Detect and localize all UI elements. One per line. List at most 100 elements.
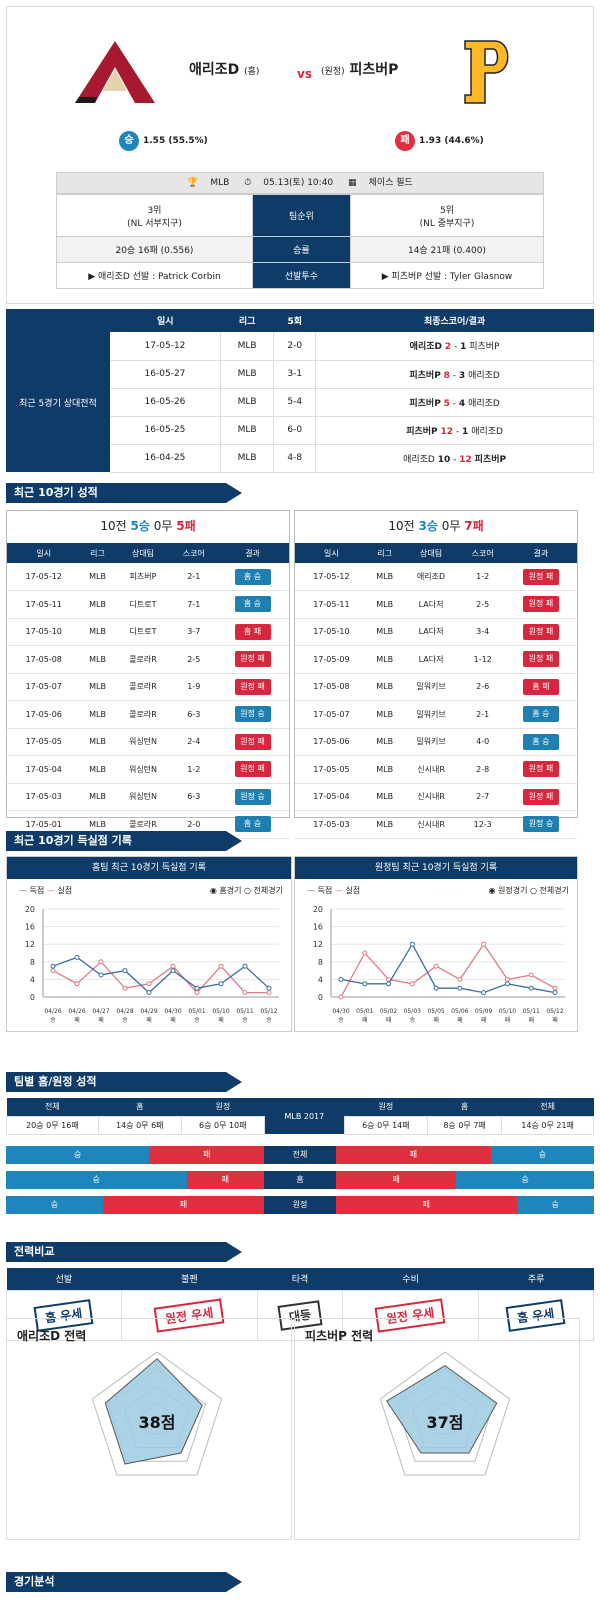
h2h-final-score: 애리조D 10 - 12 피츠버P [315,444,594,473]
x-tick-label: 04/27 [92,1008,109,1015]
series-line-득점 [340,942,556,994]
home-games-radio[interactable]: ◉ 홈경기 [209,886,242,895]
data-point [170,963,176,969]
recent-row: 17-05-12 MLB 애리조D 1-2 원정 패 [295,563,577,591]
result-badge: 원정 승 [234,706,271,723]
all-games-radio[interactable]: ○ 전체경기 [244,886,283,895]
away-loss-bar: 패 [336,1146,491,1164]
data-point [266,985,272,991]
radar-total: 38점 [139,1413,176,1432]
recent-row: 17-05-07 MLB 밀워키브 2-1 홈 승 [295,700,577,729]
x-tick-label: 05/12 [546,1008,563,1015]
away-recent-summary: 10전 3승 0무 7패 [388,519,484,533]
away-win-bar: 승 [456,1171,594,1189]
radar-area [386,1364,498,1454]
result-badge: 원정 패 [522,761,559,778]
x-tick-label: 04/30 [164,1008,181,1015]
recent-row: 17-05-11 MLB 디트로T 7-1 홈 승 [7,590,289,619]
away-games-radio[interactable]: ◉ 원정경기 [488,886,528,895]
data-point [433,963,439,969]
x-tick-tag: 승 [410,1017,416,1024]
x-tick-tag: 패 [528,1016,534,1024]
diamondbacks-logo [75,41,155,103]
x-tick-tag: 승 [122,1017,128,1024]
x-tick-label: 05/12 [260,1008,277,1015]
data-point [98,972,104,978]
data-point [170,968,176,974]
section-scoring: 최근 10경기 득실점 기록 [6,831,242,851]
x-tick-label: 04/26 [68,1008,85,1015]
home-win-bar: 승 [6,1146,150,1164]
bar-row-label: 홈 [264,1171,336,1189]
x-tick-tag: 패 [386,1016,392,1024]
x-tick-label: 05/09 [475,1008,492,1015]
series-line-실점 [340,943,556,998]
data-point [362,950,368,956]
data-point [146,981,152,987]
x-tick-tag: 패 [362,1016,368,1024]
x-tick-label: 05/10 [499,1008,516,1015]
result-badge: 원정 패 [522,596,559,613]
compare-table: 선발 불펜 타격 수비 주루 홈 우세 원정 우세 대등 원정 우세 홈 우세 [6,1268,594,1341]
away-chart-box: 원정팀 최근 10경기 득실점 기록 — 득점 — 실점 ◉ 원정경기 ○ 전체… [294,856,578,1032]
h2h-row: 최근 5경기 상대전적 17-05-12 MLB 2-0 애리조D 2 - 1 피츠버P [6,332,594,472]
match-info-bar: 🏆 MLB ⏱ 05.13(토) 10:40 ▦ 체이스 필드 [56,172,544,194]
data-point [504,976,510,982]
x-tick-tag: 패 [170,1016,176,1024]
data-point [457,985,463,991]
home-recent-box: 10전 5승 0무 5패 일시 리그 상대팀 스코어 결과 17-05-12 MLB 피츠버P… [6,510,290,839]
bar-row: 승 패 원정 패 승 [6,1196,594,1216]
radar-area [104,1358,203,1465]
bar-row-label: 원정 [264,1196,336,1214]
result-badge: 홈 승 [522,706,559,723]
data-point [74,981,80,987]
vs-label: vs [297,67,312,81]
data-point [338,976,344,982]
h2h-final-score: 피츠버P 12 - 1 애리조D [315,416,594,445]
bar-row-label: 전체 [264,1146,336,1164]
data-point [481,990,487,996]
away-recent-table: 일시 리그 상대팀 스코어 결과 17-05-12 MLB 애리조D 1-2 원정 패 17-05-… [295,543,577,839]
data-point [242,963,248,969]
result-badge: 원정 패 [234,678,271,695]
y-tick-label: 20 [25,905,35,914]
result-badge: 원정 패 [234,651,271,668]
h2h-row: 16-05-27 MLB 3-1 피츠버P 8 - 3 애리조D [6,360,594,389]
y-tick-label: 4 [318,975,323,984]
data-point [338,994,344,1000]
recent-row: 17-05-04 MLB 신시내R 2-7 원정 패 [295,783,577,811]
data-point [528,985,534,991]
x-tick-tag: 승 [338,1017,344,1024]
home-loss-bar: 패 [186,1171,264,1189]
recent-row: 17-05-04 MLB 워싱턴N 1-2 원정 패 [7,755,289,784]
all-games-radio-2[interactable]: ○ 전체경기 [530,886,569,895]
result-badge: 원정 패 [234,761,271,778]
data-point [552,990,558,996]
data-point [504,981,510,987]
away-loss-bar: 패 [336,1196,517,1214]
recent-row: 17-05-11 MLB LA다저 2-5 원정 패 [295,590,577,619]
x-tick-tag: 패 [98,1016,104,1024]
y-tick-label: 16 [25,923,35,932]
radar-ring [379,1351,511,1476]
trophy-icon: 🏆 [187,178,199,188]
clock-icon: ⏱ [244,178,252,188]
homeaway-table: 전체 홈 원정 MLB 2017 원정 홈 전체 20승 0무 16패 14승 0무 6패 6승… [6,1098,594,1135]
home-radar-chart: 선발 9불펜 7타격 6주루 8수비 838점 [91,1351,223,1476]
recent-row: 17-05-08 MLB 밀워키브 2-6 홈 패 [295,673,577,701]
x-tick-tag: 패 [433,1016,439,1024]
x-tick-tag: 패 [457,1016,463,1024]
stadium-icon: ▦ [348,178,357,188]
x-tick-tag: 패 [146,1016,152,1024]
y-tick-label: 12 [25,940,35,949]
away-loss-bar: 패 [336,1171,457,1189]
y-tick-label: 4 [30,975,35,984]
x-tick-label: 05/11 [523,1008,540,1015]
data-point [528,972,534,978]
radar-total: 37점 [427,1413,464,1432]
result-badge: 원정 패 [234,733,271,750]
data-point [266,990,272,996]
h2h-final-score: 피츠버P 8 - 3 애리조D [315,360,594,389]
h2h-row: 16-05-26 MLB 5-4 피츠버P 5 - 4 애리조D [6,388,594,417]
